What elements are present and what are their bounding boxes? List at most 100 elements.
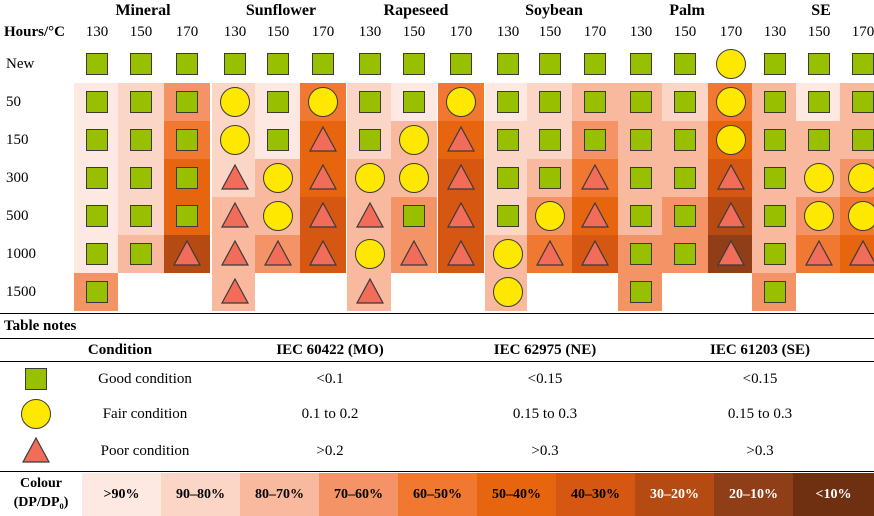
condition-label: Good condition — [98, 371, 192, 387]
grid-cell — [662, 235, 708, 273]
grid-cell — [300, 83, 346, 121]
good-condition-square-icon — [359, 91, 381, 113]
grid-cell — [300, 121, 346, 159]
grid-cell — [118, 45, 164, 83]
colour-scale-label: Colour (DP/DP₀) — [2, 474, 80, 512]
good-condition-square-icon — [450, 53, 472, 75]
grid-cell — [796, 197, 842, 235]
grid-cell — [752, 273, 798, 311]
grid-cell — [255, 197, 301, 235]
colour-scale-bin: 70–60% — [319, 473, 398, 516]
grid-cell — [438, 45, 484, 83]
oil-header-se: SE — [811, 2, 831, 19]
grid-cell — [572, 121, 618, 159]
good-condition-square-icon — [808, 129, 830, 151]
grid-cell — [618, 235, 664, 273]
hours-row-label: 500 — [6, 208, 29, 224]
temperature-header: 170 — [175, 24, 199, 40]
poor-condition-triangle-icon — [309, 126, 337, 152]
grid-cell — [840, 273, 874, 311]
poor-condition-triangle-icon — [849, 240, 874, 266]
temperature-header: 130 — [223, 24, 247, 40]
grid-cell — [212, 235, 258, 273]
grid-cell — [74, 121, 120, 159]
grid-cell — [391, 83, 437, 121]
good-condition-square-icon — [130, 243, 152, 265]
poor-condition-triangle-icon — [717, 240, 745, 266]
temperature-header: 170 — [449, 24, 473, 40]
grid-cell — [485, 83, 531, 121]
threshold-value: 0.1 to 0.2 — [301, 406, 359, 422]
grid-cell — [752, 197, 798, 235]
grid-cell — [391, 235, 437, 273]
grid-cell — [212, 83, 258, 121]
grid-cell — [212, 273, 258, 311]
grid-cell — [212, 159, 258, 197]
grid-cell — [347, 83, 393, 121]
good-condition-square-icon — [176, 129, 198, 151]
grid-cell — [840, 197, 874, 235]
fair-condition-circle-icon — [399, 163, 429, 193]
good-condition-square-icon — [764, 243, 786, 265]
grid-cell — [74, 45, 120, 83]
standard-header-mo: IEC 60422 (MO) — [276, 342, 384, 358]
legend-symbol — [18, 434, 54, 470]
notes-title: Table notes — [4, 318, 77, 334]
grid-cell — [118, 197, 164, 235]
fair-condition-circle-icon — [848, 201, 874, 231]
grid-cell — [255, 121, 301, 159]
poor-condition-triangle-icon — [221, 240, 249, 266]
grid-cell — [255, 273, 301, 311]
good-condition-square-icon — [630, 281, 652, 303]
poor-condition-triangle-icon — [447, 240, 475, 266]
poor-condition-triangle-icon — [400, 240, 428, 266]
grid-cell — [796, 235, 842, 273]
grid-cell — [74, 273, 120, 311]
good-condition-square-icon — [176, 91, 198, 113]
grid-cell — [391, 45, 437, 83]
good-condition-square-icon — [764, 205, 786, 227]
grid-cell — [618, 121, 664, 159]
poor-condition-triangle-icon — [22, 437, 50, 463]
poor-condition-triangle-icon — [717, 202, 745, 228]
fair-condition-circle-icon — [220, 87, 250, 117]
temperature-header: 150 — [673, 24, 697, 40]
good-condition-square-icon — [674, 129, 696, 151]
good-condition-square-icon — [764, 167, 786, 189]
good-condition-square-icon — [86, 129, 108, 151]
colour-scale-bin: 30–20% — [635, 473, 714, 516]
temperature-header: 150 — [807, 24, 831, 40]
grid-cell — [796, 45, 842, 83]
grid-cell — [74, 197, 120, 235]
grid-cell — [164, 197, 210, 235]
fair-condition-circle-icon — [263, 201, 293, 231]
grid-cell — [572, 159, 618, 197]
grid-cell — [527, 235, 573, 273]
poor-condition-triangle-icon — [356, 202, 384, 228]
good-condition-square-icon — [764, 281, 786, 303]
grid-cell — [572, 83, 618, 121]
colour-scale-bin: 20–10% — [714, 473, 793, 516]
grid-cell — [752, 159, 798, 197]
grid-cell — [118, 235, 164, 273]
grid-cell — [164, 45, 210, 83]
grid-cell — [164, 121, 210, 159]
poor-condition-triangle-icon — [805, 240, 833, 266]
good-condition-square-icon — [86, 281, 108, 303]
grid-cell — [572, 235, 618, 273]
good-condition-square-icon — [852, 91, 874, 113]
good-condition-square-icon — [86, 53, 108, 75]
fair-condition-circle-icon — [716, 49, 746, 79]
threshold-value: <0.15 — [742, 371, 778, 387]
hours-row-label: 150 — [6, 132, 29, 148]
grid-cell — [618, 83, 664, 121]
grid-cell — [164, 83, 210, 121]
good-condition-square-icon — [267, 53, 289, 75]
good-condition-square-icon — [497, 205, 519, 227]
grid-cell — [74, 159, 120, 197]
grid-cell — [527, 273, 573, 311]
temperature-header: 150 — [402, 24, 426, 40]
grid-cell — [438, 197, 484, 235]
poor-condition-triangle-icon — [356, 278, 384, 304]
fair-condition-circle-icon — [355, 163, 385, 193]
